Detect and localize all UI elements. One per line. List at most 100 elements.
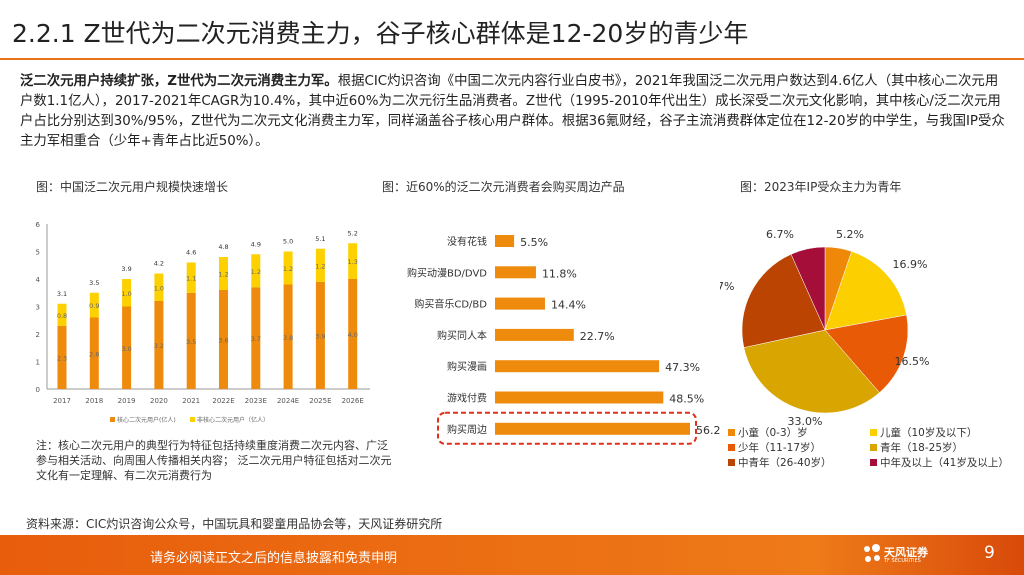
bar-noncore [283,251,293,285]
y-tick-label: 0 [36,386,40,394]
total-label: 4.2 [154,260,164,268]
y-tick-label: 3 [36,304,40,312]
legend-label: 中青年（26-40岁） [738,457,832,469]
bar-category-label: 购买音乐CD/BD [414,298,487,311]
pie-slice [824,251,907,331]
bar-value-label: 3.6 [218,337,228,345]
legend-swatch [190,417,195,422]
chart2-title: 图：近60%的泛二次元消费者会购买周边产品 [382,180,625,194]
pie-legend-item: 少年（11-17岁） [728,440,821,455]
chart-note: 注：核心二次元用户的典型行为特征包括持续重度消费二次元内容、广泛参与相关活动、向… [36,439,392,482]
legend-label: 核心二次元用户(亿人) [117,416,176,424]
x-tick-label: 2021 [182,397,200,405]
bar-noncore [348,243,358,279]
bar-core [251,287,261,389]
bar-category-label: 没有花钱 [447,235,487,248]
legend-swatch [870,429,877,436]
bar-value-label: 1.1 [186,275,196,283]
pie-legend-item: 中青年（26-40岁） [728,455,832,470]
bar-value-label: 1.0 [121,290,131,298]
slice-label: 21.7% [720,280,734,293]
legend-swatch [110,417,115,422]
total-label: 3.5 [89,279,99,287]
bar-value-label: 1.0 [154,284,164,292]
legend-swatch [870,444,877,451]
bar-category-label: 购买漫画 [447,360,487,373]
pie-slice [743,329,880,414]
legend-swatch [728,444,735,451]
bar-core [315,281,325,389]
bar-value-label: 47.3% [665,361,700,374]
bar-value-label: 1.2 [218,271,228,279]
slice-label: 16.5% [895,355,930,368]
y-tick-label: 1 [36,359,40,367]
x-tick-label: 2025E [309,397,331,405]
company-logo: 天风证券 TF SECURITIES [862,543,942,569]
y-tick-label: 2 [36,331,40,339]
bar-noncore [315,248,325,282]
slice-label: 16.9% [893,258,928,271]
bar-core [219,290,228,389]
y-tick-label: 5 [36,249,40,257]
bar-value-label: 1.3 [348,258,358,266]
total-label: 3.1 [57,290,67,298]
pie-legend-item: 中年及以上（41岁及以上） [870,455,1009,470]
bar-value-label: 3.0 [121,345,131,353]
bar-category-label: 游戏付费 [447,392,487,405]
slice-label: 5.2% [836,228,864,241]
total-label: 3.9 [121,265,131,273]
legend-label: 儿童（10岁及以下） [880,427,978,439]
total-label: 4.9 [251,240,261,248]
bar-core [122,306,132,389]
x-tick-label: 2024E [277,397,299,405]
legend-label: 中年及以上（41岁及以上） [880,457,1009,469]
bar [495,235,515,247]
total-label: 5.0 [283,238,293,246]
bar-value-label: 2.3 [57,354,67,362]
y-tick-label: 4 [36,276,41,284]
slice-label: 33.0% [788,415,823,428]
bar-value-label: 14.4% [551,299,586,312]
legend-swatch [870,459,877,466]
slice-label: 6.7% [766,228,794,241]
bar-value-label: 3.9 [315,332,325,340]
bar-noncore [219,257,228,290]
bar-value-label: 4.0 [348,331,358,339]
bar-category-label: 购买动漫BD/DVD [407,266,487,279]
bar-core [57,325,67,389]
legend-swatch [728,429,735,436]
bar [495,391,664,404]
user-growth-chart: 0 1 2 3 4 5 6 2.3 0.8 3.1 2017 2.6 0.9 3.5 2018 3.0 1.0 3… [36,221,370,424]
bar-noncore [154,273,164,301]
y-tick-label: 6 [36,221,41,229]
bar-noncore [251,254,261,288]
bar-noncore [122,279,132,307]
footer-bar: 请务必阅读正文之后的信息披露和免责申明 天风证券 TF SECURITIES 9 [0,535,1024,575]
bar-value-label: 11.8% [542,267,577,280]
total-label: 4.8 [218,243,228,251]
summary-paragraph: 泛二次元用户持续扩张，Z世代为二次元消费主力军。根据CIC灼识咨询《中国二次元内… [20,72,1010,152]
disclaimer-link[interactable]: 请务必阅读正文之后的信息披露和免责申明 [150,551,398,566]
pie-slice [824,314,909,393]
bar-value-label: 3.8 [283,334,293,342]
legend-label: 青年（18-25岁） [880,442,964,454]
bar [495,328,574,341]
logo-name: 天风证券 [884,546,928,559]
total-label: 4.6 [186,249,196,257]
total-label: 5.2 [348,229,358,237]
x-tick-label: 2023E [245,397,267,405]
pie-legend-item: 小童（0-3）岁 [728,425,808,440]
bar [495,422,691,435]
bar [495,297,545,310]
bar-value-label: 1.2 [315,262,325,270]
legend-label: 非核心二次元用户（亿人） [197,416,269,424]
x-tick-label: 2017 [53,397,71,405]
x-tick-label: 2020 [150,397,168,405]
bar-value-label: 3.2 [154,342,164,350]
bar-category-label: 购买周边 [447,423,487,436]
x-tick-label: 2018 [85,397,103,405]
legend-swatch [728,459,735,466]
source-text: 资料来源：CIC灼识咨询公众号，中国玩具和婴童用品协会等，天风证券研究所 [26,517,443,531]
pie-legend-item: 儿童（10岁及以下） [870,425,977,440]
logo-sub: TF SECURITIES [884,558,921,564]
